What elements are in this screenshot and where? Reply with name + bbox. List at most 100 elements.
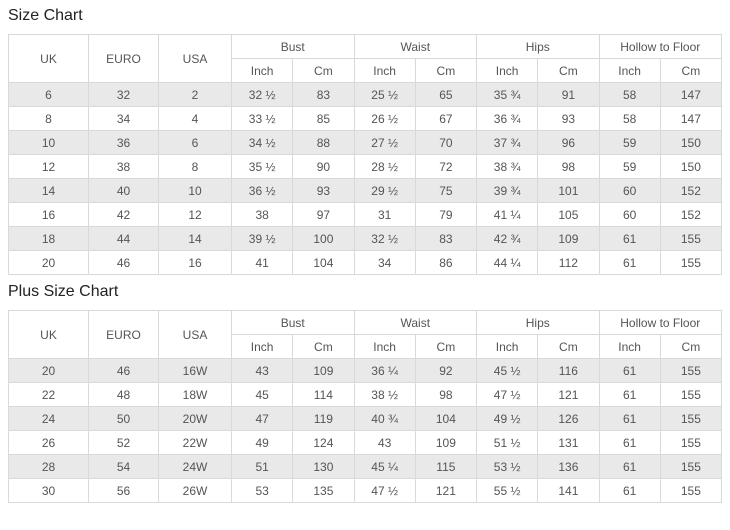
plus-size-chart-body: 20 46 16W 43 109 36 ¼ 92 45 ½ 116 61 155 22 48 18W 45 1… — [8, 358, 723, 503]
table-cell: 101 — [537, 178, 600, 203]
unit-header-waist-inch: Inch — [353, 58, 416, 83]
unit-header-waist-inch: Inch — [353, 334, 416, 359]
table-cell: 26 — [8, 430, 89, 455]
table-cell: 46 — [88, 358, 159, 383]
col-header-bust: Bust — [231, 34, 355, 59]
table-cell: 38 — [230, 202, 294, 227]
table-row: 14 40 10 36 ½ 93 29 ½ 75 39 ¾ 101 60 152 — [8, 178, 723, 203]
table-cell: 53 — [230, 478, 294, 503]
size-chart-title: Size Chart — [8, 7, 83, 24]
table-cell: 50 — [88, 406, 159, 431]
table-cell: 119 — [292, 406, 355, 431]
table-cell: 61 — [598, 406, 661, 431]
table-cell: 28 ½ — [353, 154, 416, 179]
col-header-hips: Hips — [476, 310, 600, 335]
table-cell: 121 — [414, 478, 478, 503]
table-cell: 29 ½ — [353, 178, 416, 203]
table-cell: 45 ½ — [475, 358, 539, 383]
header-row-units: Inch Cm Inch Cm Inch Cm Inch Cm — [9, 334, 723, 359]
table-cell: 97 — [292, 202, 355, 227]
table-cell: 58 — [598, 106, 661, 131]
header-row-groups: UK EURO USA Bust Waist Hips Hollow to Fl… — [8, 310, 722, 359]
table-cell: 32 ½ — [230, 82, 294, 107]
table-cell: 79 — [414, 202, 478, 227]
table-cell: 42 ¾ — [475, 226, 539, 251]
table-cell: 18W — [158, 382, 232, 407]
table-cell: 35 ¾ — [475, 82, 539, 107]
table-cell: 36 ¼ — [353, 358, 416, 383]
table-cell: 27 ½ — [353, 130, 416, 155]
table-cell: 96 — [537, 130, 600, 155]
table-row: 24 50 20W 47 119 40 ¾ 104 49 ½ 126 61 155 — [8, 406, 723, 431]
table-cell: 6 — [8, 82, 89, 107]
col-header-hips: Hips — [476, 34, 600, 59]
table-cell: 109 — [537, 226, 600, 251]
table-cell: 38 ½ — [353, 382, 416, 407]
table-cell: 38 ¾ — [475, 154, 539, 179]
table-cell: 147 — [659, 82, 723, 107]
table-cell: 47 ½ — [475, 382, 539, 407]
table-cell: 131 — [537, 430, 600, 455]
size-chart-header: UK EURO USA Bust Waist Hips Hollow to Fl… — [8, 34, 723, 83]
table-cell: 65 — [414, 82, 478, 107]
col-header-waist: Waist — [353, 310, 477, 335]
unit-header-hips-cm: Cm — [537, 334, 600, 359]
table-cell: 85 — [292, 106, 355, 131]
table-row: 6 32 2 32 ½ 83 25 ½ 65 35 ¾ 91 58 147 — [8, 82, 723, 107]
table-cell: 36 ½ — [230, 178, 294, 203]
table-cell: 51 ½ — [475, 430, 539, 455]
table-cell: 115 — [414, 454, 478, 479]
table-cell: 152 — [659, 178, 723, 203]
table-cell: 42 — [88, 202, 159, 227]
table-cell: 155 — [659, 478, 723, 503]
table-cell: 44 ¼ — [475, 250, 539, 275]
table-cell: 83 — [414, 226, 478, 251]
table-cell: 26W — [158, 478, 232, 503]
table-cell: 124 — [292, 430, 355, 455]
unit-header-hips-inch: Inch — [475, 334, 539, 359]
unit-header-hollow-inch: Inch — [598, 58, 661, 83]
table-cell: 34 ½ — [230, 130, 294, 155]
table-cell: 24 — [8, 406, 89, 431]
col-header-hollow-to-floor: Hollow to Floor — [598, 34, 722, 59]
table-cell: 40 ¾ — [353, 406, 416, 431]
table-cell: 22W — [158, 430, 232, 455]
table-cell: 39 ½ — [230, 226, 294, 251]
table-cell: 32 ½ — [353, 226, 416, 251]
table-cell: 39 ¾ — [475, 178, 539, 203]
table-cell: 16W — [158, 358, 232, 383]
table-cell: 155 — [659, 454, 723, 479]
unit-header-bust-inch: Inch — [230, 58, 294, 83]
table-cell: 61 — [598, 382, 661, 407]
table-cell: 88 — [292, 130, 355, 155]
table-cell: 40 — [88, 178, 159, 203]
table-cell: 98 — [414, 382, 478, 407]
table-cell: 112 — [537, 250, 600, 275]
table-cell: 86 — [414, 250, 478, 275]
table-cell: 22 — [8, 382, 89, 407]
table-cell: 24W — [158, 454, 232, 479]
table-row: 18 44 14 39 ½ 100 32 ½ 83 42 ¾ 109 61 155 — [8, 226, 723, 251]
col-header-hollow-to-floor: Hollow to Floor — [598, 310, 722, 335]
table-cell: 150 — [659, 130, 723, 155]
table-cell: 41 ¼ — [475, 202, 539, 227]
unit-header-hollow-cm: Cm — [659, 334, 723, 359]
table-cell: 155 — [659, 406, 723, 431]
size-chart-section: Size Chart UK EURO USA Bust Waist Hips H… — [8, 7, 723, 275]
table-cell: 46 — [88, 250, 159, 275]
table-cell: 14 — [158, 226, 232, 251]
table-cell: 16 — [158, 250, 232, 275]
table-cell: 47 ½ — [353, 478, 416, 503]
table-cell: 104 — [292, 250, 355, 275]
table-cell: 36 ¾ — [475, 106, 539, 131]
table-cell: 121 — [537, 382, 600, 407]
table-cell: 25 ½ — [353, 82, 416, 107]
table-cell: 90 — [292, 154, 355, 179]
header-row-units: Inch Cm Inch Cm Inch Cm Inch Cm — [9, 58, 723, 83]
table-cell: 35 ½ — [230, 154, 294, 179]
table-cell: 51 — [230, 454, 294, 479]
table-cell: 6 — [158, 130, 232, 155]
plus-size-chart-table: UK EURO USA Bust Waist Hips Hollow to Fl… — [8, 310, 723, 503]
table-cell: 36 — [88, 130, 159, 155]
table-cell: 26 ½ — [353, 106, 416, 131]
